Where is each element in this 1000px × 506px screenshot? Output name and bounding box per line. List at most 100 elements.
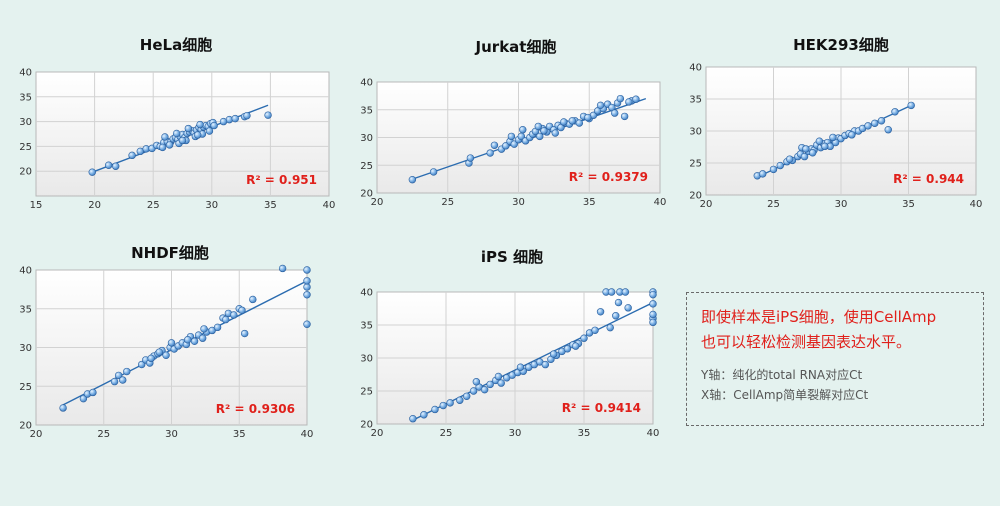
data-point [620, 112, 629, 121]
data-point [611, 109, 619, 117]
data-point [200, 325, 208, 333]
data-point [541, 360, 550, 369]
data-point [821, 142, 829, 151]
data-point [472, 378, 481, 386]
y-tick-label: 25 [689, 159, 702, 170]
data-point [429, 168, 438, 176]
note-red-line-2: 也可以轻松检测基因表达水平。 [701, 333, 912, 351]
data-point [128, 151, 136, 160]
chart-title: NHDF细胞 [131, 244, 209, 262]
y-tick-label: 40 [360, 288, 373, 299]
data-point [580, 334, 588, 342]
x-tick-label: 30 [512, 197, 525, 208]
data-point [303, 320, 311, 328]
y-tick-label: 30 [360, 133, 373, 144]
y-tick-label: 30 [360, 354, 373, 365]
data-point [111, 162, 120, 170]
y-tick-label: 35 [19, 304, 32, 315]
data-point [161, 133, 169, 141]
y-tick-label: 40 [19, 266, 32, 277]
data-point [490, 141, 499, 149]
data-point [466, 154, 475, 162]
data-point [776, 161, 784, 170]
y-tick-label: 35 [19, 92, 32, 103]
x-tick-label: 30 [165, 429, 178, 440]
data-point [119, 376, 127, 384]
data-point [596, 101, 605, 110]
data-point [616, 94, 625, 103]
data-point [230, 311, 238, 319]
data-point [607, 288, 616, 296]
scatter-chart-4: NHDF细胞 20 25 30 35 40 20 25 30 35 40 R² = 0.9306 [19, 244, 313, 440]
data-point [884, 126, 892, 134]
data-point [649, 318, 657, 327]
data-point [249, 295, 257, 304]
data-point [494, 372, 503, 381]
data-point [190, 337, 199, 345]
r-squared-label: R² = 0.9379 [569, 170, 648, 184]
data-point [560, 118, 568, 126]
data-point [231, 114, 239, 123]
data-point [456, 396, 464, 404]
data-point [877, 117, 886, 125]
x-tick-label: 25 [440, 428, 453, 439]
data-point [480, 385, 489, 394]
x-tick-label: 30 [205, 200, 218, 211]
data-point [649, 290, 657, 299]
note-x-axis-description: X轴：CellAmp简单裂解对应Ct [701, 388, 869, 402]
x-tick-label: 20 [700, 199, 713, 210]
data-point [864, 122, 872, 130]
x-tick-label: 20 [371, 428, 384, 439]
note-red-line-1: 即使样本是iPS细胞，使用CellAmp [701, 308, 937, 326]
y-tick-label: 20 [360, 420, 373, 431]
x-tick-label: 40 [647, 428, 660, 439]
chart-title: Jurkat细胞 [475, 38, 557, 56]
data-point [551, 129, 559, 137]
data-point [596, 308, 605, 316]
data-point [89, 388, 97, 397]
x-tick-label: 40 [323, 200, 336, 211]
data-point [162, 351, 170, 359]
y-tick-label: 20 [360, 189, 373, 200]
x-tick-label: 40 [301, 429, 314, 440]
data-point [213, 323, 222, 332]
data-point [208, 326, 216, 335]
data-point [431, 405, 439, 414]
y-tick-label: 25 [360, 387, 373, 398]
data-point [549, 350, 558, 358]
data-point [409, 415, 417, 423]
data-point [167, 339, 176, 347]
x-tick-label: 25 [147, 200, 160, 211]
y-tick-label: 35 [360, 105, 373, 116]
data-point [568, 117, 576, 125]
data-point [198, 334, 207, 342]
data-point [79, 394, 88, 403]
data-point [502, 142, 510, 150]
data-point [194, 131, 202, 139]
data-point [123, 367, 131, 376]
data-point [243, 111, 251, 120]
data-point [829, 133, 837, 142]
data-point [486, 380, 494, 389]
x-tick-label: 15 [30, 200, 43, 211]
data-point [196, 120, 204, 129]
data-point [137, 360, 146, 369]
x-tick-label: 20 [88, 200, 101, 211]
data-point [891, 108, 899, 116]
y-tick-label: 40 [689, 63, 702, 74]
data-point [534, 122, 543, 131]
data-point [408, 175, 417, 184]
scatter-chart-3: HEK293细胞 20 25 30 35 40 20 25 30 35 40 R² = 0.944 [689, 36, 982, 210]
data-point [446, 399, 454, 407]
x-tick-label: 40 [970, 199, 983, 210]
y-tick-label: 20 [689, 191, 702, 202]
scatter-chart-2: Jurkat细胞 20 25 30 35 40 20 25 30 35 40 R² = 0.9379 [360, 38, 666, 208]
data-point [769, 165, 778, 174]
data-point [59, 404, 67, 412]
data-point [785, 155, 794, 163]
data-point [848, 131, 856, 139]
data-point [158, 143, 167, 152]
y-tick-label: 35 [360, 321, 373, 332]
data-point [606, 323, 614, 332]
